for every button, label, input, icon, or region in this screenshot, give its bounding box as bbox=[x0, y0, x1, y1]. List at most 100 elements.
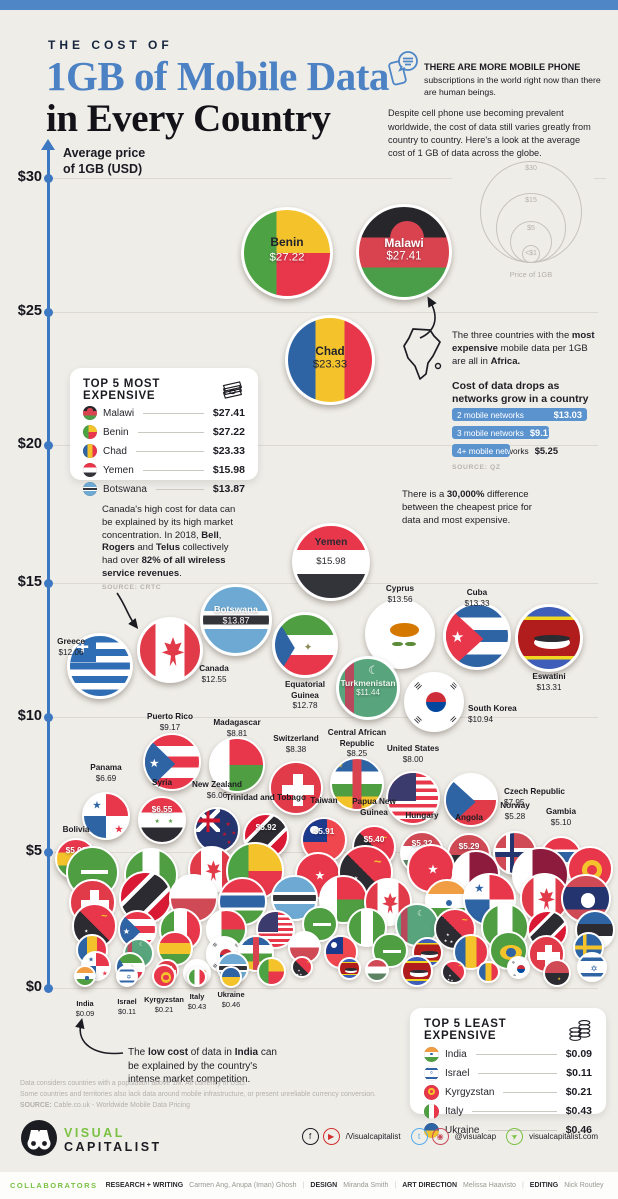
card-row-india: India $0.09 bbox=[424, 1046, 592, 1062]
cursor-icon[interactable]: ➤ bbox=[502, 1124, 527, 1149]
intro-lead: THERE ARE MORE MOBILE PHONE subscription… bbox=[424, 61, 604, 99]
india-flag-detail bbox=[430, 1052, 433, 1056]
label-price: $12.78 bbox=[292, 701, 318, 711]
axis-dot bbox=[44, 578, 53, 588]
leader-line bbox=[143, 412, 204, 414]
hongkong-flag-detail: ★ bbox=[427, 862, 439, 877]
bubble-cuba: ★ bbox=[443, 602, 511, 670]
card-row-kyrgyzstan: Kyrgyzstan $0.21 bbox=[424, 1084, 592, 1100]
card-row-chad: Chad $23.33 bbox=[83, 443, 245, 459]
eswatini-flag-detail bbox=[345, 968, 358, 971]
ytick-$0: $0 bbox=[25, 979, 42, 995]
label-india: India $0.09 bbox=[64, 999, 106, 1018]
panama-flag-detail: ★ bbox=[474, 881, 485, 895]
top5-least-expensive-rows: India $0.09 ✡ Israel $0.11 Kyrgyzstan $0.21 Ita… bbox=[424, 1046, 592, 1138]
label-taiwan: Taiwan bbox=[310, 796, 338, 805]
social-handle[interactable]: visualcapitalist.com bbox=[529, 1132, 598, 1141]
social-handle[interactable]: @visualcap bbox=[454, 1132, 497, 1141]
axis-dot bbox=[44, 847, 53, 857]
bubble-israel: ✡ bbox=[116, 965, 138, 987]
saudi-flag-detail bbox=[81, 870, 108, 875]
png-flag-detail: ★ bbox=[443, 939, 448, 944]
kyrgyzstan-flag-detail bbox=[163, 974, 169, 981]
title-line1: 1GB of Mobile Data bbox=[46, 53, 389, 99]
cyprus-flag-detail bbox=[389, 623, 420, 637]
label-united-states: United States $8.00 bbox=[383, 744, 443, 765]
top5-least-expensive-card: TOP 5 LEAST EXPENSIVE India $0.09 ✡ Israel $… bbox=[410, 1008, 606, 1138]
ytick-$15: $15 bbox=[17, 574, 42, 590]
card-country-price: $13.87 bbox=[212, 483, 245, 495]
gridline-$30 bbox=[52, 178, 452, 179]
puertorico-flag-detail: ★ bbox=[149, 756, 160, 770]
bubble-country-name: Yemen bbox=[314, 536, 348, 548]
youtube-icon[interactable]: ▶ bbox=[322, 1128, 340, 1145]
credit-separator: | bbox=[302, 1182, 305, 1189]
top5-most-expensive-title: TOP 5 MOST EXPENSIVE bbox=[83, 378, 245, 402]
africa-note: The three countries with the most expens… bbox=[452, 330, 595, 367]
bubble-country-name: Malawi bbox=[384, 236, 424, 250]
label-norway: Norway $5.28 bbox=[491, 801, 539, 822]
arrow-to-india bbox=[75, 1018, 124, 1055]
bubble-country-name: Turkmenistan bbox=[340, 678, 396, 689]
legend-label-<$1: <$1 bbox=[525, 250, 537, 257]
flag-bubble-decorative: ★★★~ bbox=[441, 959, 466, 985]
network-bar: 3 mobile networks$9.17 bbox=[452, 426, 549, 439]
label-price: $6.06 bbox=[206, 790, 228, 800]
label-angola: Angola bbox=[455, 813, 483, 822]
syria-flag-detail: ★ bbox=[154, 817, 161, 825]
southkorea-flag-detail bbox=[425, 692, 447, 713]
leader-line bbox=[475, 1053, 557, 1055]
leader-line bbox=[137, 431, 204, 433]
y-axis-title: Average price of 1GB (USD) bbox=[63, 146, 146, 177]
bubble-eswatini bbox=[515, 604, 583, 672]
top5-least-expensive-title: TOP 5 LEAST EXPENSIVE bbox=[424, 1017, 592, 1043]
flag-bubble-decorative bbox=[158, 908, 202, 952]
card-country-name: Botswana bbox=[103, 483, 147, 495]
kicker: THE COST OF bbox=[48, 38, 173, 52]
banknotes-icon bbox=[222, 381, 243, 399]
gridline-$20 bbox=[52, 445, 598, 446]
india-flag-detail bbox=[446, 899, 453, 906]
png-flag-detail: ~ bbox=[306, 959, 310, 966]
facebook-icon[interactable]: f bbox=[301, 1128, 319, 1145]
card-country-name: Yemen bbox=[103, 464, 134, 476]
bubble-price: $27.41 bbox=[386, 249, 422, 262]
newzealand-flag-detail: ★ bbox=[226, 840, 232, 847]
label-czech-republic: Czech Republic $7.95 bbox=[504, 787, 570, 808]
card-country-price: $23.33 bbox=[212, 445, 245, 457]
visual-capitalist-wordmark: VISUAL CAPITALIST bbox=[64, 1126, 162, 1155]
twitter-icon[interactable]: t bbox=[410, 1128, 428, 1145]
instagram-icon[interactable]: ◉ bbox=[431, 1128, 449, 1145]
turkmenistan-flag-detail: ☾ bbox=[139, 942, 145, 949]
bubble-price: $5.91 bbox=[313, 825, 335, 836]
ytick-$20: $20 bbox=[17, 436, 42, 452]
label-price: $13.56 bbox=[387, 594, 413, 604]
png-flag-detail: ★ bbox=[297, 968, 301, 973]
label-trinidad-and-tobago: Trinidad and Tobago bbox=[226, 793, 306, 802]
credit-separator: | bbox=[521, 1182, 524, 1189]
label-price: $0.11 bbox=[118, 1006, 136, 1016]
bubble-country-name: Chad bbox=[315, 344, 345, 358]
flag-bubble-decorative bbox=[401, 954, 433, 987]
card-country-name: Italy bbox=[445, 1105, 464, 1117]
angola-flag-detail: ★ bbox=[557, 976, 561, 982]
flag-bubble-decorative bbox=[476, 960, 500, 984]
coins-icon bbox=[569, 1020, 591, 1041]
gridline-$25 bbox=[52, 312, 598, 313]
social-links-row: f ▶ /Visualcapitalist t ◉ @visualcap ➤ visualca… bbox=[301, 1124, 604, 1149]
leader-line bbox=[155, 488, 204, 490]
png-flag-detail: ~ bbox=[458, 963, 462, 970]
axis-dot bbox=[44, 712, 53, 722]
credit-names: Nick Routley bbox=[564, 1182, 604, 1189]
social-handle[interactable]: /Visualcapitalist bbox=[345, 1132, 401, 1141]
eswatini-flag-detail bbox=[421, 951, 438, 955]
label-south-korea: South Korea $10.94 bbox=[468, 704, 532, 725]
card-country-price: $0.11 bbox=[566, 1067, 592, 1079]
card-row-malawi: Malawi $27.41 bbox=[83, 405, 245, 421]
card-country-price: $15.98 bbox=[212, 464, 245, 476]
y-axis-arrow bbox=[41, 139, 55, 150]
legend-label-$5: $5 bbox=[527, 225, 535, 232]
png-flag-detail: ~ bbox=[101, 910, 108, 923]
card-country-name: Chad bbox=[103, 445, 127, 457]
label-israel: Israel $0.11 bbox=[106, 997, 148, 1016]
